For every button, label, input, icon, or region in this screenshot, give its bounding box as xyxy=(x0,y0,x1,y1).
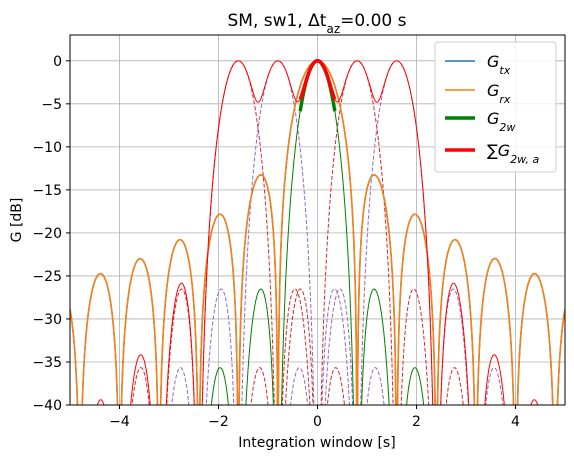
legend-label: Gtx xyxy=(487,52,511,77)
legend-label: ∑G2w, a xyxy=(487,141,539,166)
x-tick-label: −4 xyxy=(109,414,130,430)
legend-label-subscript: 2w, a xyxy=(510,153,539,166)
legend-label-name: G xyxy=(487,81,499,100)
y-tick-label: −15 xyxy=(32,183,62,199)
y-tick-label: −10 xyxy=(32,140,62,156)
chart-title: SM, sw1, Δtaz=0.00 s xyxy=(228,11,407,36)
legend-label-subscript: tx xyxy=(499,64,510,77)
legend-label: G2w xyxy=(487,109,515,134)
y-tick-label: −5 xyxy=(41,97,62,113)
legend-box xyxy=(434,41,557,173)
x-tick-label: 4 xyxy=(511,414,520,430)
legend-label-name: G xyxy=(487,109,499,128)
y-axis-label: G [dB] xyxy=(9,198,25,243)
legend-label-subscript: 2w xyxy=(499,121,515,134)
curves xyxy=(70,59,565,405)
legend-label-name: ∑G xyxy=(487,141,510,160)
ticks: −4 −2 0 2 40−5−10−15−20−25−30−35−40 xyxy=(32,54,520,430)
chart-title-subscript: az xyxy=(326,22,340,36)
y-tick-label: −20 xyxy=(32,226,62,242)
y-tick-label: −30 xyxy=(32,312,62,328)
chart-title-main: SM, sw1, Δt xyxy=(228,11,327,31)
chart-title-suffix: =0.00 s xyxy=(340,11,406,31)
x-tick-label: −2 xyxy=(208,414,229,430)
x-axis-label: Integration window [s] xyxy=(238,435,395,451)
legend-label: Grx xyxy=(487,81,511,106)
series-highlight-sum xyxy=(298,59,337,100)
y-tick-label: −40 xyxy=(32,398,62,414)
legend-label-subscript: rx xyxy=(499,93,511,106)
y-tick-label: 0 xyxy=(53,54,62,70)
x-tick-label: 0 xyxy=(313,414,322,430)
y-tick-label: −35 xyxy=(32,355,62,371)
legend-label-name: G xyxy=(487,52,499,71)
y-tick-label: −25 xyxy=(32,269,62,285)
x-tick-label: 2 xyxy=(412,414,421,430)
